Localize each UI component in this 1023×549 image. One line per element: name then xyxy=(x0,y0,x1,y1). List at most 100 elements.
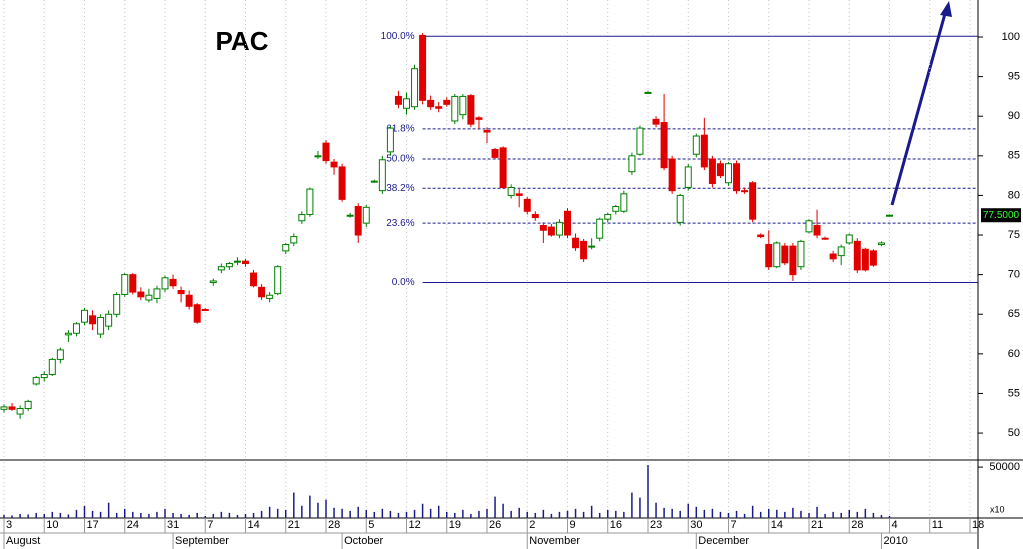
candle-body xyxy=(749,182,757,220)
y-tick-label: 90 xyxy=(1008,110,1020,122)
x-tick-label: 21 xyxy=(811,519,823,531)
fib-label: 0.0% xyxy=(392,277,415,288)
candle-body xyxy=(451,95,459,122)
candle-body xyxy=(821,237,829,240)
candle-body xyxy=(250,272,258,287)
candle-body xyxy=(612,206,620,212)
candle-body xyxy=(193,304,201,323)
candle-body xyxy=(555,221,563,236)
candle-body xyxy=(684,166,692,189)
candle-body xyxy=(877,242,885,246)
candle-body xyxy=(8,406,16,410)
period-label: December xyxy=(698,535,749,547)
annotation-arrowhead xyxy=(940,1,952,17)
candle-body xyxy=(789,245,797,276)
candle-body xyxy=(105,313,113,327)
candle-body xyxy=(145,294,153,301)
chart-title: PAC xyxy=(216,26,269,56)
candle-body xyxy=(258,286,266,298)
candle-body xyxy=(765,244,773,268)
y-tick-label: 65 xyxy=(1008,308,1020,320)
y-tick-label: 60 xyxy=(1008,348,1020,360)
candle-body xyxy=(547,226,555,236)
x-tick-label: 26 xyxy=(489,519,501,531)
candle-body xyxy=(829,253,837,260)
y-tick-label: 50 xyxy=(1008,427,1020,439)
x-tick-label: 11 xyxy=(932,519,943,531)
x-tick-label: 7 xyxy=(207,519,213,531)
candle-body xyxy=(185,294,193,307)
x-tick-label: 21 xyxy=(288,519,300,531)
x-tick-label: 31 xyxy=(167,519,179,531)
x-tick-label: 24 xyxy=(127,519,139,531)
candle-body xyxy=(330,161,338,168)
fib-label: 38.2% xyxy=(386,183,414,194)
candle-body xyxy=(797,240,805,268)
candle-body xyxy=(322,142,330,162)
candle-body xyxy=(676,194,684,223)
candle-body xyxy=(483,129,491,133)
candle-body xyxy=(869,250,877,266)
y-tick-label: 95 xyxy=(1008,71,1020,83)
candle-body xyxy=(435,106,443,109)
candle-body xyxy=(354,206,362,236)
candle-body xyxy=(314,155,322,158)
candle-body xyxy=(419,34,427,101)
candle-body xyxy=(0,406,8,410)
y-tick-label: 100 xyxy=(1002,31,1020,43)
candle-body xyxy=(24,400,32,410)
x-tick-label: 10 xyxy=(46,519,58,531)
candle-body xyxy=(81,309,88,323)
candle-body xyxy=(427,99,435,108)
candle-body xyxy=(290,236,298,244)
candle-body xyxy=(48,358,56,375)
candle-body xyxy=(403,98,410,109)
period-label: August xyxy=(6,535,40,547)
candle-body xyxy=(741,190,749,193)
candle-body xyxy=(274,266,282,295)
x-tick-label: 19 xyxy=(449,519,461,531)
candle-body xyxy=(306,188,314,215)
candle-body xyxy=(845,234,853,244)
candle-body xyxy=(169,278,177,287)
candle-body xyxy=(564,210,571,236)
x-tick-label: 12 xyxy=(409,519,421,531)
period-label: 2010 xyxy=(883,535,907,547)
x-tick-label: 9 xyxy=(570,519,576,531)
candle-body xyxy=(700,134,708,168)
candle-body xyxy=(16,408,24,415)
x-tick-label: 4 xyxy=(892,519,898,531)
y2-tick-label: 50000 xyxy=(989,461,1020,473)
candle-body xyxy=(161,277,169,290)
candle-body xyxy=(781,245,789,264)
candle-body xyxy=(644,91,652,94)
candle-body xyxy=(539,225,547,231)
x-tick-label: 18 xyxy=(972,519,984,531)
annotation-arrow xyxy=(890,9,948,206)
candle-body xyxy=(467,95,475,125)
candle-body xyxy=(40,373,48,379)
x-tick-label: 16 xyxy=(610,519,622,531)
candle-body xyxy=(370,180,378,183)
fib-label: 100.0% xyxy=(381,31,415,42)
candle-body xyxy=(362,206,370,224)
candle-body xyxy=(499,147,507,189)
period-label: November xyxy=(529,535,580,547)
candle-body xyxy=(378,159,386,192)
candle-body xyxy=(660,122,668,169)
candle-body xyxy=(708,158,716,185)
candle-body xyxy=(491,148,499,158)
candle-body xyxy=(725,163,732,184)
candle-body xyxy=(515,193,523,196)
candle-body xyxy=(113,293,121,315)
y-tick-label: 75 xyxy=(1008,229,1020,241)
candle-body xyxy=(242,260,249,265)
x-tick-label: 17 xyxy=(87,519,99,531)
candle-body xyxy=(716,163,724,177)
x-tick-label: 14 xyxy=(248,519,260,531)
candle-body xyxy=(459,95,467,116)
candle-body xyxy=(475,117,483,120)
candle-body xyxy=(604,213,612,220)
candle-body xyxy=(773,242,781,268)
